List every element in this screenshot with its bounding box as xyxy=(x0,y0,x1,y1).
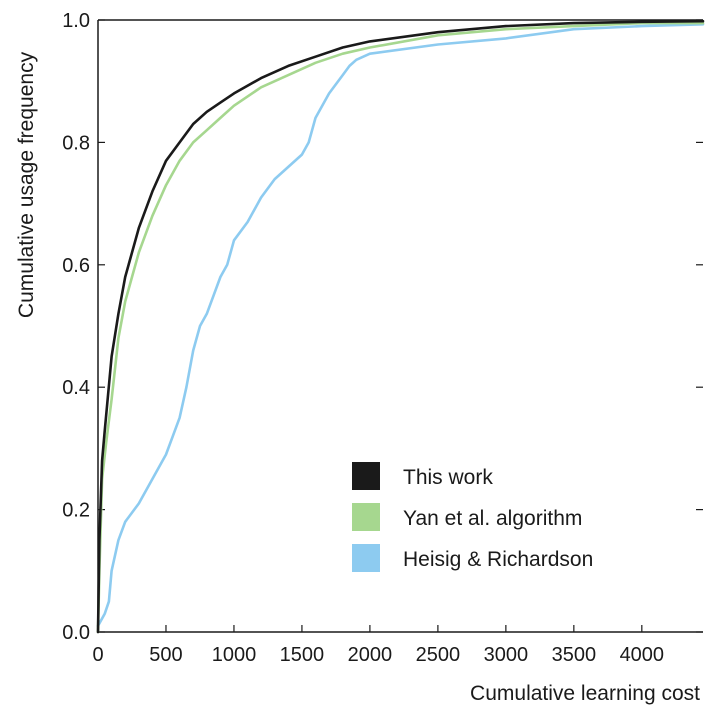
legend-swatch xyxy=(352,503,380,531)
y-tick-label: 0.4 xyxy=(62,377,90,399)
x-tick-label: 1000 xyxy=(212,644,257,666)
y-tick-label: 0.8 xyxy=(62,132,90,154)
series-line-2 xyxy=(96,21,705,634)
legend-swatch xyxy=(352,544,380,572)
y-axis-title: Cumulative usage frequency xyxy=(15,51,38,318)
y-ticks: 0.0 0.2 0.4 0.6 0.8 1.0 xyxy=(62,10,703,644)
y-tick-label: 1.0 xyxy=(62,10,90,32)
series-lines xyxy=(96,19,705,634)
x-ticks: 0 500 1000 1500 2000 2500 3000 3500 4000 xyxy=(92,625,664,666)
legend: This work Yan et al. algorithm Heisig & Ri… xyxy=(352,462,593,572)
series-line-1 xyxy=(96,19,705,634)
x-tick-label: 4000 xyxy=(620,644,665,666)
x-tick-label: 2000 xyxy=(348,644,393,666)
x-tick-label: 500 xyxy=(149,644,182,666)
x-tick-label: 3000 xyxy=(484,644,529,666)
y-tick-label: 0.2 xyxy=(62,500,90,522)
y-tick-label: 0.6 xyxy=(62,255,90,277)
axes xyxy=(97,19,703,633)
x-tick-label: 3500 xyxy=(552,644,597,666)
x-tick-label: 1500 xyxy=(280,644,325,666)
y-tick-label: 0.0 xyxy=(62,622,90,644)
x-tick-label: 2500 xyxy=(416,644,461,666)
legend-label: Heisig & Richardson xyxy=(403,548,593,571)
series-line-3 xyxy=(96,22,705,628)
legend-label: This work xyxy=(403,466,493,489)
legend-label: Yan et al. algorithm xyxy=(403,507,582,530)
x-axis-title: Cumulative learning cost xyxy=(470,682,700,705)
legend-swatch xyxy=(352,462,380,490)
x-tick-label: 0 xyxy=(92,644,103,666)
